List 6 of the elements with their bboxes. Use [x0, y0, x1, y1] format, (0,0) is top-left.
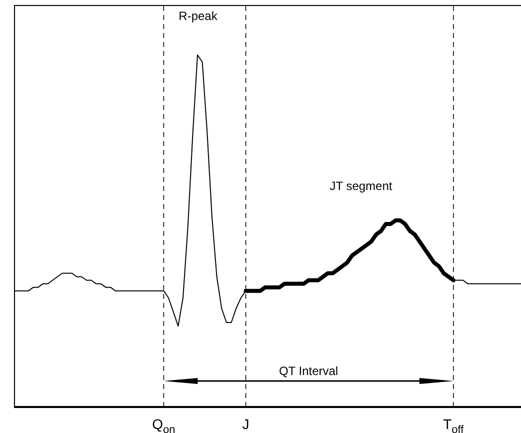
annotation: QT Interval [278, 364, 338, 378]
annotation: JT segment [330, 179, 393, 193]
x-tick-label: Q$_{on}$ [152, 416, 176, 433]
x-tick-label: J [242, 416, 250, 432]
x-tick-label: T$_{off}$ [443, 416, 465, 433]
text: R-peak [178, 9, 218, 23]
